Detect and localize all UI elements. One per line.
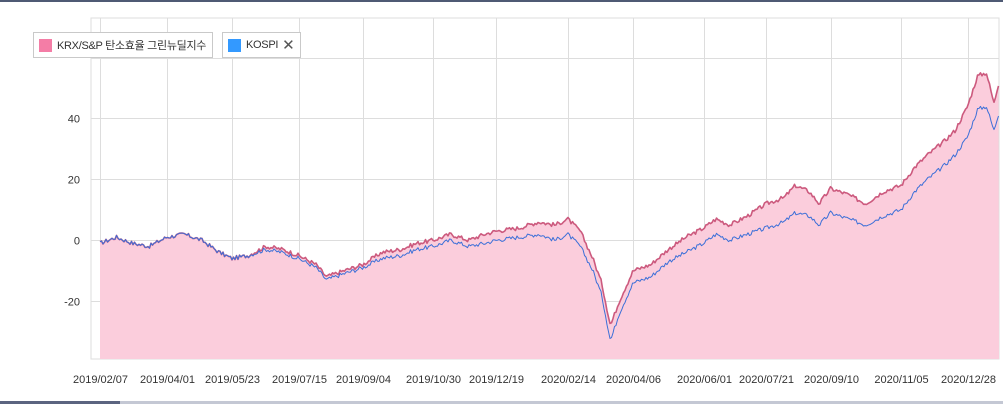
legend-swatch-green-index [39,38,52,52]
legend-item-kospi[interactable]: KOSPI ✕ [222,32,302,58]
area-layer [100,72,999,360]
y-tick-label: 40 [68,114,80,126]
x-tick-label: 2020/09/10 [804,374,859,386]
x-tick-label: 2020/07/21 [739,374,794,386]
series-area-green-index [100,72,999,360]
y-tick-label: 20 [68,175,80,187]
legend-swatch-kospi [228,38,241,52]
legend-label-green-index: KRX/S&P 탄소효율 그린뉴딜지수 [57,40,207,52]
bottom-scroll-track [0,401,1003,404]
x-tick-label: 2019/12/19 [469,374,524,386]
x-tick-label: 2019/05/23 [205,374,260,386]
close-icon[interactable]: ✕ [282,36,295,54]
x-tick-label: 2019/04/01 [140,374,195,386]
y-axis: -20 0 20 40 [64,114,80,309]
x-tick-label: 2019/07/15 [272,374,327,386]
x-tick-label: 2019/09/04 [336,374,391,386]
y-tick-label: 0 [74,236,80,248]
legend-item-green-index[interactable]: KRX/S&P 탄소효율 그린뉴딜지수 [33,32,214,58]
legend-label-kospi: KOSPI [246,39,279,51]
x-tick-label: 2020/11/05 [874,374,928,386]
x-axis: 2019/02/07 2019/04/01 2019/05/23 2019/07/15… [73,374,996,386]
y-tick-label: -20 [64,297,80,309]
top-border [0,0,1003,2]
line-layer [99,72,1000,339]
bottom-scroll-thumb[interactable] [0,401,120,404]
series-line-kospi [99,105,999,339]
x-tick-label: 2020/04/06 [606,374,661,386]
x-tick-label: 2020/06/01 [677,374,732,386]
x-tick-label: 2020/02/14 [541,374,596,386]
x-tick-label: 2019/02/07 [73,374,128,386]
x-tick-label: 2019/10/30 [406,374,461,386]
x-tick-label: 2020/12/28 [941,374,996,386]
